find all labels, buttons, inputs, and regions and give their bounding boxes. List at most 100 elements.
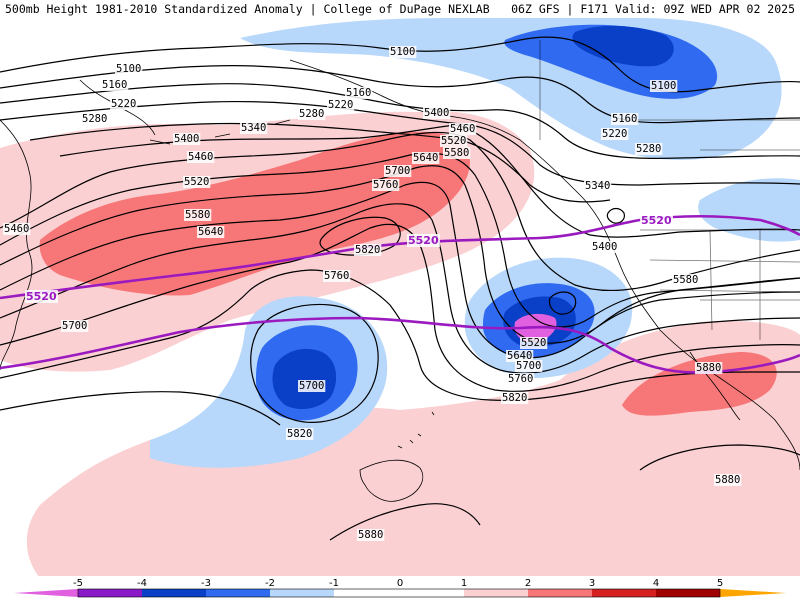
contour-5760-ring	[250, 303, 379, 423]
contour-label-halo	[501, 392, 529, 404]
contour-label-halo	[640, 214, 673, 227]
contour-label-halo	[650, 80, 678, 92]
map-title: 500mb Height 1981-2010 Standardized Anom…	[5, 2, 490, 16]
contour-label-halo	[81, 113, 109, 125]
contour-label-halo	[389, 46, 417, 58]
contour-label-halo	[440, 135, 468, 147]
model-run-info: 06Z GFS | F171 Valid: 09Z WED APR 02 202…	[511, 2, 795, 16]
contour-label-halo	[506, 350, 534, 362]
contour-5220	[0, 83, 800, 159]
reference-contour-label: 5520	[641, 214, 672, 227]
colorbar-tick-label: -5	[73, 578, 83, 589]
contour-label-halo	[635, 143, 663, 155]
contour-label-halo	[286, 428, 314, 440]
contour-label: 5760	[508, 373, 533, 385]
contour-label: 5700	[62, 320, 87, 332]
title-bar: 500mb Height 1981-2010 Standardized Anom…	[0, 0, 800, 18]
colorbar-swatch-pos3	[592, 589, 656, 597]
colorbar-swatch-zero-pos	[400, 589, 464, 597]
anomaly-negative-1-region	[698, 178, 800, 242]
anomaly-negative-3-region	[572, 25, 674, 67]
reference-contour-label: 5520	[26, 290, 57, 303]
contour-label-halo	[323, 270, 351, 282]
contour-label: 5400	[424, 107, 449, 119]
colorbar-tick-label: 3	[589, 578, 595, 589]
colorbar-tick-label: 2	[525, 578, 531, 589]
contour-label: 5820	[355, 244, 380, 256]
contour-label-halo	[412, 152, 440, 164]
contour-label-halo	[173, 133, 201, 145]
colorbar-swatch-pos4	[656, 589, 720, 597]
contour-5520	[0, 152, 800, 328]
contour-label: 5220	[328, 99, 353, 111]
contour-label: 5100	[651, 80, 676, 92]
contour-label: 5400	[592, 241, 617, 253]
colorbar-swatch-pos5	[720, 589, 786, 597]
contour-label: 5640	[507, 350, 532, 362]
anomaly-positive-2-region	[39, 131, 470, 296]
contour-label-halo	[601, 128, 629, 140]
colorbar-tick-label: 1	[461, 578, 467, 589]
contour-label-halo	[101, 79, 129, 91]
contour-5880	[0, 391, 800, 471]
contour-label: 5220	[111, 98, 136, 110]
contour-label-halo	[611, 113, 639, 125]
contour-label: 5580	[185, 209, 210, 221]
contour-label: 5280	[299, 108, 324, 120]
contour-label-halo	[507, 373, 535, 385]
colorbar-tick-label: 5	[717, 578, 723, 589]
colorbar-swatch-neg1	[270, 589, 334, 597]
contour-label-halo	[591, 241, 619, 253]
colorbar-ticks: -5 -4 -3 -2 -1 0 1 2 3 4 5	[73, 578, 723, 589]
contour-label: 5340	[241, 122, 266, 134]
contour-5640	[0, 181, 800, 359]
contour-label-halo	[187, 151, 215, 163]
contour-5160	[0, 65, 800, 124]
contour-5700	[0, 203, 800, 374]
contour-label: 5280	[636, 143, 661, 155]
contour-label: 5100	[390, 46, 415, 58]
contour-label: 5520	[441, 135, 466, 147]
contour-label: 5640	[198, 226, 223, 238]
anomaly-negative-3-region	[272, 348, 337, 410]
contour-label: 5160	[346, 87, 371, 99]
contour-label-halo	[61, 320, 89, 332]
anomaly-colorbar: -5 -4 -3 -2 -1 0 1 2 3 4 5	[0, 576, 800, 600]
contour-label: 5340	[585, 180, 610, 192]
contour-label: 5460	[4, 223, 29, 235]
anomaly-map: 5100 5100 5100 5160 5160 5160 5220 5220 …	[0, 18, 800, 578]
colorbar-tick-label: -2	[265, 578, 275, 589]
asia-coastline	[0, 119, 33, 371]
contour-small-low	[606, 207, 625, 224]
hawaiian-islands	[397, 411, 435, 449]
colorbar-swatch-pos2	[528, 589, 592, 597]
contour-label: 5640	[413, 152, 438, 164]
contour-label-halo	[423, 107, 451, 119]
contour-label-halo	[110, 98, 138, 110]
contour-5100	[0, 36, 800, 93]
pacific-islands	[359, 459, 424, 502]
contour-label: 5220	[602, 128, 627, 140]
colorbar-outline	[77, 588, 721, 598]
contour-label: 5700	[516, 360, 541, 372]
contour-label-halo	[714, 474, 742, 486]
reference-contour-label: 5520	[408, 234, 439, 247]
contour-label-halo	[115, 63, 143, 75]
contour-label-halo	[240, 122, 268, 134]
contour-label: 5460	[188, 151, 213, 163]
contour-labels: 5100 5100 5100 5160 5160 5160 5220 5220 …	[3, 46, 742, 541]
anomaly-positive-1-region	[26, 320, 800, 578]
contour-label: 5760	[324, 270, 349, 282]
contour-label-halo	[298, 380, 326, 392]
contour-label-halo	[197, 226, 225, 238]
contour-label: 5400	[174, 133, 199, 145]
contour-label: 5520	[521, 337, 546, 349]
contour-label: 5460	[450, 123, 475, 135]
reference-contour-north	[0, 214, 800, 300]
contour-label: 5280	[82, 113, 107, 125]
contour-5760	[0, 223, 800, 392]
contour-label-halo	[184, 209, 212, 221]
contour-label: 5160	[612, 113, 637, 125]
colorbar-tick-label: 0	[397, 578, 403, 589]
contour-label: 5580	[673, 274, 698, 286]
